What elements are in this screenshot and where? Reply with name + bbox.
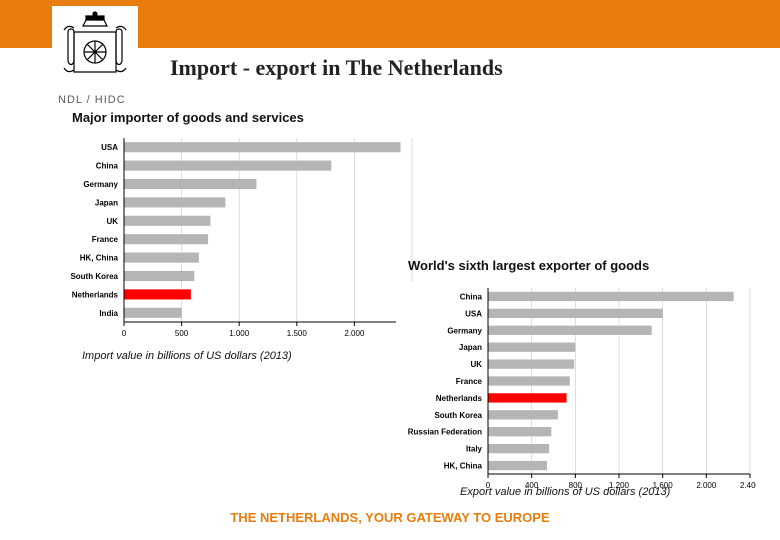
import-caption: Import value in billions of US dollars (… — [82, 350, 292, 362]
svg-text:USA: USA — [101, 143, 118, 152]
svg-text:France: France — [92, 235, 119, 244]
import-chart: 05001.0001.5002.0002.500USAChinaGermanyJ… — [58, 132, 418, 342]
svg-text:India: India — [99, 309, 118, 318]
svg-text:China: China — [460, 292, 483, 301]
import-subtitle: Major importer of goods and services — [72, 110, 304, 125]
footer-text: THE NETHERLANDS, YOUR GATEWAY TO EUROPE — [0, 510, 780, 525]
svg-text:500: 500 — [175, 329, 189, 338]
svg-text:France: France — [456, 377, 483, 386]
svg-text:HK, China: HK, China — [80, 254, 119, 263]
svg-text:Japan: Japan — [459, 343, 482, 352]
svg-text:Netherlands: Netherlands — [72, 290, 119, 299]
logo-crest — [52, 6, 138, 90]
svg-text:Japan: Japan — [95, 198, 118, 207]
svg-text:2.000: 2.000 — [696, 481, 717, 490]
svg-text:Germany: Germany — [447, 326, 482, 335]
svg-text:USA: USA — [465, 309, 482, 318]
svg-text:2.000: 2.000 — [344, 329, 365, 338]
svg-text:UK: UK — [106, 217, 118, 226]
svg-text:South Korea: South Korea — [70, 272, 118, 281]
crown-lions-icon — [56, 10, 134, 88]
export-caption: Export value in billions of US dollars (… — [460, 486, 670, 498]
svg-text:1.000: 1.000 — [229, 329, 250, 338]
svg-text:Russian Federation: Russian Federation — [408, 428, 482, 437]
svg-text:Italy: Italy — [466, 445, 483, 454]
svg-text:1.500: 1.500 — [287, 329, 308, 338]
svg-text:2.400: 2.400 — [740, 481, 756, 490]
svg-text:Germany: Germany — [83, 180, 118, 189]
svg-text:UK: UK — [470, 360, 482, 369]
svg-text:Netherlands: Netherlands — [436, 394, 483, 403]
brand-text: NDL / HIDC — [58, 94, 126, 106]
svg-text:South Korea: South Korea — [434, 411, 482, 420]
page-title: Import - export in The Netherlands — [170, 55, 503, 81]
export-chart: 04008001.2001.6002.0002.400ChinaUSAGerma… — [396, 282, 756, 494]
export-subtitle: World's sixth largest exporter of goods — [408, 258, 649, 273]
svg-text:HK, China: HK, China — [444, 462, 483, 471]
svg-text:0: 0 — [122, 329, 127, 338]
svg-text:China: China — [96, 162, 119, 171]
